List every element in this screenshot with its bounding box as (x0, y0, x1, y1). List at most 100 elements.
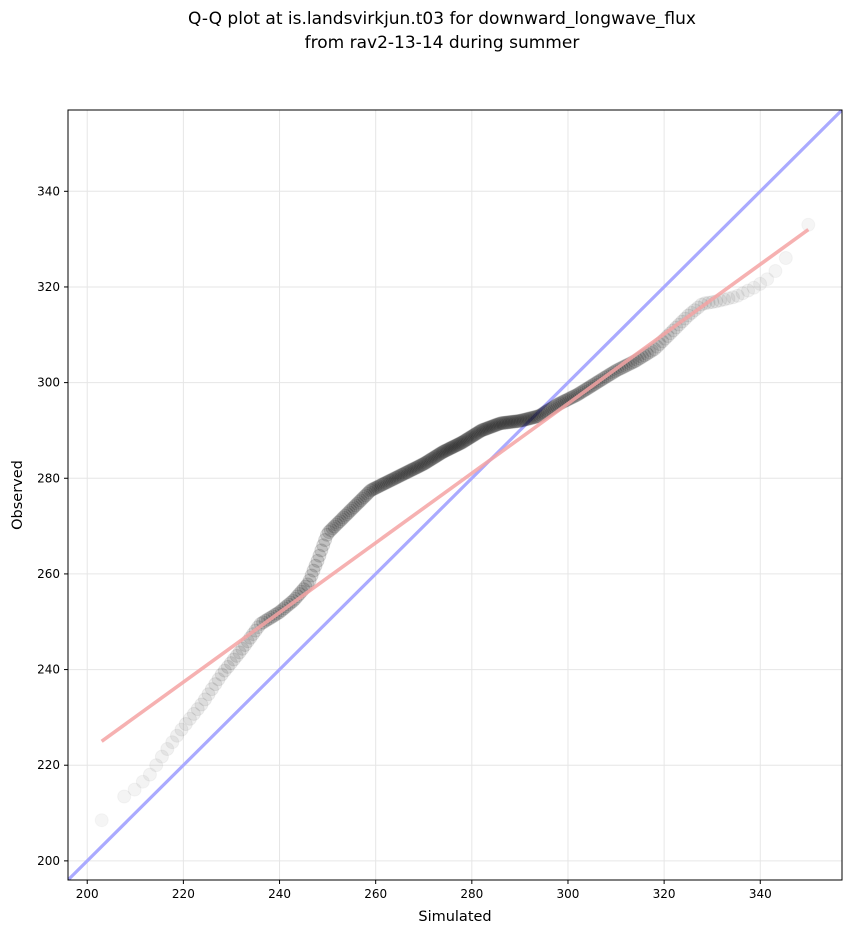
qq-point (143, 768, 157, 782)
qq-point (376, 477, 391, 491)
qq-point (393, 468, 408, 483)
qq-point (414, 457, 429, 472)
qq-point (223, 656, 238, 671)
qq-point (345, 501, 360, 516)
x-axis-label: Simulated (418, 909, 491, 925)
identity-line (68, 110, 842, 880)
qq-point (426, 451, 440, 466)
qq-point (491, 417, 506, 432)
qq-point (452, 436, 467, 451)
qq-point (741, 283, 756, 298)
qq-point (332, 514, 347, 529)
qq-point (346, 500, 361, 515)
qq-point (436, 444, 451, 459)
qq-point (455, 435, 470, 450)
qq-point (450, 438, 464, 452)
qq-point (753, 277, 767, 291)
y-tick-label: 340 (37, 184, 60, 198)
y-tick-label: 220 (37, 758, 60, 772)
qq-point (336, 510, 351, 525)
qq-point (160, 742, 175, 756)
qq-point (95, 813, 109, 827)
qq-point (316, 538, 331, 553)
y-tick-label: 280 (37, 471, 60, 485)
qq-point (511, 414, 526, 428)
qq-point (524, 411, 539, 425)
qq-point (431, 447, 446, 462)
chart-subtitle: from rav2-13-14 during summer (305, 33, 580, 53)
qq-point (423, 452, 438, 467)
qq-point (136, 775, 150, 789)
qq-point (453, 436, 468, 450)
qq-point (352, 495, 366, 509)
x-tick-label: 200 (76, 887, 99, 901)
qq-point (312, 548, 327, 563)
qq-point (735, 286, 750, 301)
x-tick-label: 240 (268, 887, 291, 901)
qq-point (325, 521, 340, 536)
qq-point (214, 667, 229, 682)
qq-point (508, 414, 523, 429)
qq-point (331, 515, 346, 530)
qq-point (304, 568, 319, 583)
qq-point (505, 414, 520, 429)
qq-point (379, 475, 394, 490)
qq-point (434, 446, 449, 461)
qq-point (390, 470, 405, 485)
qq-point (521, 411, 536, 426)
qq-point (186, 706, 201, 721)
qq-point (470, 426, 484, 441)
qq-point (424, 452, 439, 466)
qq-point (463, 430, 478, 445)
qq-point (348, 498, 363, 513)
qq-point (404, 462, 419, 477)
y-tick-label: 260 (37, 567, 60, 581)
qq-point (363, 483, 378, 498)
y-tick-label: 240 (37, 663, 60, 677)
qq-point (170, 728, 184, 743)
qq-point (235, 641, 250, 656)
qq-point (515, 413, 529, 428)
qq-point (502, 415, 517, 430)
qq-point (400, 465, 415, 479)
qq-point (318, 533, 333, 547)
qq-point (154, 749, 169, 764)
qq-point (198, 692, 212, 707)
plot-area (68, 110, 842, 880)
qq-point (492, 416, 507, 431)
qq-point (320, 527, 334, 542)
qq-point (178, 717, 193, 731)
qq-point (406, 462, 421, 477)
qq-point (384, 473, 399, 488)
qq-point (471, 425, 486, 440)
qq-point (481, 420, 496, 435)
qq-point (801, 218, 815, 232)
qq-point (746, 280, 761, 295)
x-tick-label: 340 (749, 887, 772, 901)
qq-point (182, 711, 197, 726)
plot-frame (67, 109, 843, 881)
qq-point (358, 488, 373, 503)
x-tick-label: 280 (460, 887, 483, 901)
qq-point (323, 523, 338, 538)
qq-point (402, 464, 416, 479)
qq-point (338, 508, 353, 523)
qq-point (370, 480, 384, 495)
qq-point (217, 663, 232, 678)
x-tick-label: 300 (557, 887, 580, 901)
qq-point (768, 264, 782, 278)
qq-point (468, 427, 483, 441)
qq-point (717, 292, 732, 307)
qq-point (194, 697, 209, 712)
qq-point (475, 423, 490, 437)
qq-point (499, 415, 514, 430)
qq-point (479, 421, 494, 436)
qq-point (204, 682, 219, 697)
qq-point (410, 460, 425, 474)
qq-point (489, 417, 504, 432)
qq-point (448, 438, 463, 453)
qq-point (306, 563, 321, 578)
qq-point (413, 458, 428, 473)
qq-point (366, 481, 381, 496)
